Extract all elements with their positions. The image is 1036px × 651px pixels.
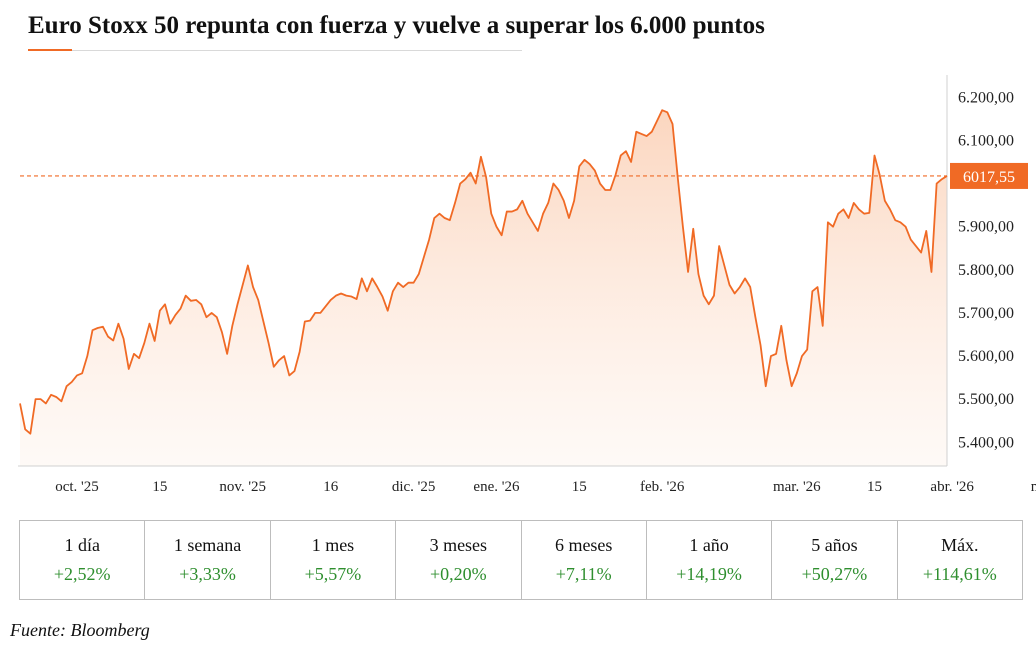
y-tick-label: 6.200,00 [958,89,1014,106]
performance-period: 1 día [64,535,100,555]
x-tick-label: may. '26 [1031,479,1036,495]
performance-period: 5 años [811,535,858,555]
performance-period: 3 meses [429,535,488,555]
performance-cell: 1 mes +5,57% [271,521,397,599]
title-underline [28,50,522,51]
x-tick-label: feb. '26 [640,479,685,495]
performance-change: +7,11% [555,564,612,584]
chart-title: Euro Stoxx 50 repunta con fuerza y vuelv… [28,12,765,39]
performance-change: +2,52% [53,564,111,584]
source-note: Fuente: Bloomberg [10,620,150,640]
last-value-badge [950,162,1028,189]
performance-cell: Máx. +114,61% [898,521,1022,599]
y-tick-label: 5.700,00 [958,305,1014,322]
performance-cell: 3 meses +0,20% [396,521,522,599]
x-tick-label: mar. '26 [773,479,821,495]
y-tick-label: 5.800,00 [958,262,1014,279]
performance-period: 1 mes [311,535,355,555]
y-tick-label: 6.100,00 [958,132,1014,149]
performance-change: +3,33% [179,564,236,584]
x-tick-label: abr. '26 [930,479,974,495]
series-line [19,109,948,435]
y-tick-label: 5.600,00 [958,348,1014,365]
x-tick-label: 15 [572,479,587,495]
performance-period: 1 año [689,535,729,555]
performance-cell: 6 meses +7,11% [522,521,647,599]
performance-change: +5,57% [304,564,362,584]
performance-cell: 1 semana +3,33% [145,521,271,599]
y-tick-label: 5.400,00 [958,434,1014,451]
title-accent-bar [28,49,72,51]
x-tick-label: 16 [323,479,339,495]
performance-table: 1 día +2,52% 1 semana +3,33% 1 mes +5,57% 3 me… [19,520,1023,600]
x-tick-label: dic. '25 [392,479,436,495]
performance-cell: 1 año +14,19% [647,521,773,599]
price-chart: 5.400,00 5.500,00 5.600,00 5.700,00 5.800,00… [18,75,1036,495]
performance-cell: 1 día +2,52% [20,521,146,599]
performance-change: +0,20% [429,564,487,584]
performance-change: +14,19% [676,564,742,584]
performance-change: +50,27% [801,564,868,584]
x-tick-label: 15 [867,479,882,495]
area-fill [20,110,947,466]
x-tick-label: nov. '25 [219,479,266,495]
y-tick-label: 5.900,00 [958,219,1014,236]
x-tick-label: 15 [152,479,167,495]
performance-period: 6 meses [554,535,613,555]
x-tick-label: ene. '26 [473,479,520,495]
performance-cell: 5 años +50,27% [772,521,898,599]
y-tick-label: 5.500,00 [958,391,1014,408]
last-value-label: 6017,55 [963,169,1015,186]
x-tick-label: oct. '25 [55,479,99,495]
performance-change: +114,61% [922,564,997,584]
performance-period: Máx. [941,535,979,555]
performance-period: 1 semana [173,535,242,555]
